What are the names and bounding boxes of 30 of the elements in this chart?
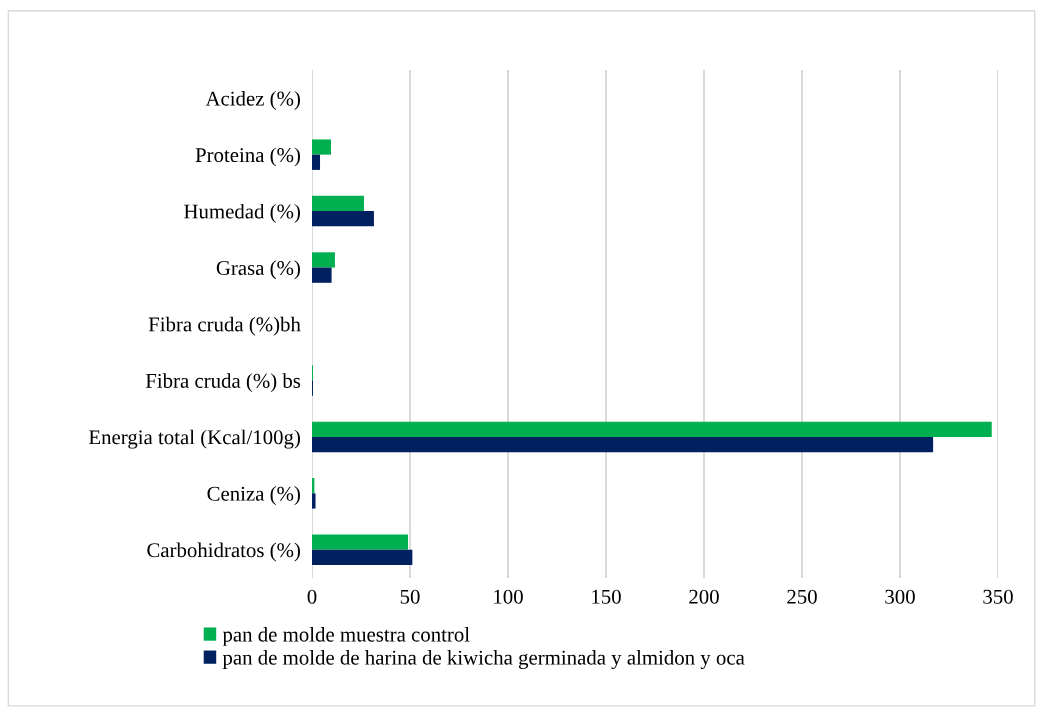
x-tick-label: 300 (885, 589, 915, 604)
bar (312, 195, 364, 212)
x-tick-label: 350 (983, 589, 1013, 604)
y-tick-label: Fibra cruda (%)bh (148, 316, 301, 336)
x-tick-label: 100 (494, 589, 523, 604)
bar (312, 493, 316, 509)
x-tick-label: 150 (592, 589, 621, 604)
bar (312, 534, 409, 550)
y-tick-label: Ceniza (%) (207, 486, 300, 505)
bar (312, 252, 335, 268)
legend-label: pan de molde muestra control (222, 626, 470, 646)
y-tick-label: Carbohidratos (%) (147, 542, 300, 562)
y-tick-label: Proteina (%) (195, 147, 300, 167)
y-tick-label: Grasa (%) (216, 260, 300, 280)
y-tick-label: Fibra cruda (%) bs (145, 373, 301, 393)
y-tick-label: Energia total (Kcal/100g) (88, 429, 300, 449)
x-tick-label: 50 (400, 589, 420, 604)
bar (312, 421, 992, 437)
legend-label: pan de molde de harina de kiwicha germinada y almidon y oca (222, 650, 745, 669)
bar (312, 211, 374, 227)
y-tick-label: Humedad (%) (184, 203, 300, 223)
x-tick-label: 200 (689, 589, 719, 604)
bar (312, 154, 321, 170)
bar (312, 139, 332, 155)
bar (312, 436, 934, 453)
y-tick-label: Acidez (%) (205, 90, 300, 110)
x-tick-label: 0 (307, 589, 317, 604)
bar (312, 267, 332, 283)
x-tick-label: 250 (787, 589, 817, 604)
bar (312, 549, 413, 566)
